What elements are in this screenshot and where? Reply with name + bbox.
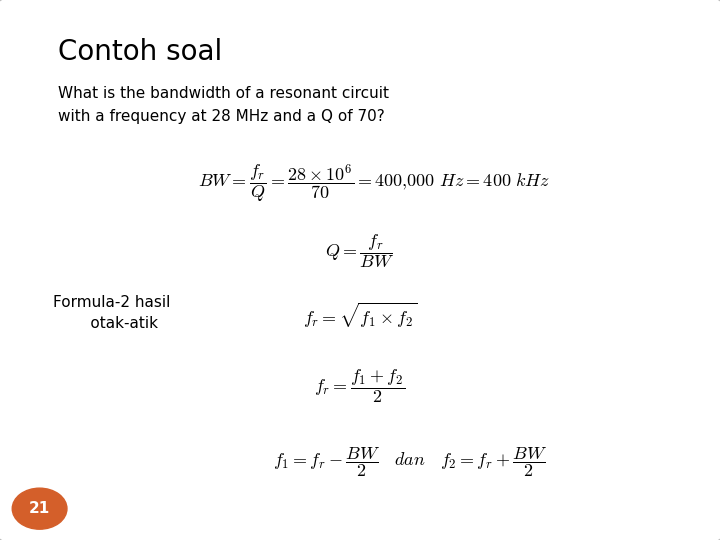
Text: Contoh soal: Contoh soal [58, 38, 222, 66]
Text: $f_r = \dfrac{f_1 + f_2}{2}$: $f_r = \dfrac{f_1 + f_2}{2}$ [315, 367, 405, 405]
Text: $f_r = \sqrt{f_1 \times f_2}$: $f_r = \sqrt{f_1 \times f_2}$ [303, 301, 417, 330]
Text: $Q = \dfrac{f_r}{BW}$: $Q = \dfrac{f_r}{BW}$ [325, 232, 395, 270]
Text: $f_1 = f_r - \dfrac{BW}{2} \quad dan \quad f_2 = f_r + \dfrac{BW}{2}$: $f_1 = f_r - \dfrac{BW}{2} \quad dan \qu… [273, 445, 548, 478]
Text: Formula-2 hasil
     otak-atik: Formula-2 hasil otak-atik [53, 295, 171, 331]
Circle shape [12, 488, 67, 529]
Text: What is the bandwidth of a resonant circuit
with a frequency at 28 MHz and a Q o: What is the bandwidth of a resonant circ… [58, 86, 389, 124]
Text: 21: 21 [29, 501, 50, 516]
Text: $BW = \dfrac{f_r}{Q} = \dfrac{28 \times 10^6}{70} = 400{,}000\ Hz = 400\ kHz$: $BW = \dfrac{f_r}{Q} = \dfrac{28 \times … [198, 163, 551, 205]
